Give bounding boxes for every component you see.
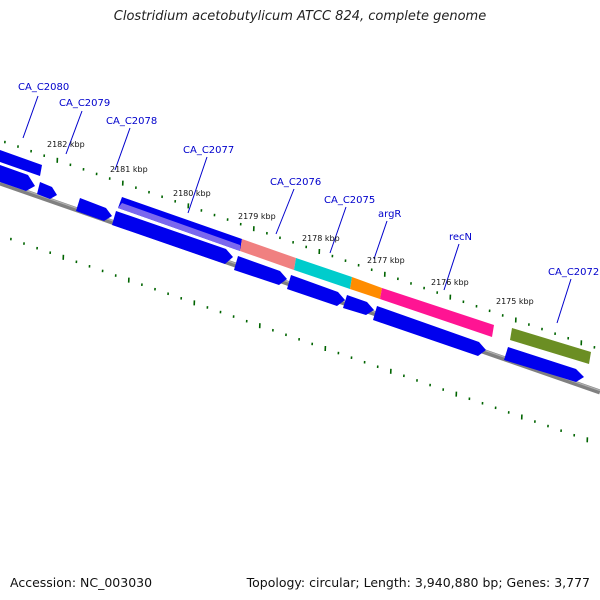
tick-label-2181: 2181 kbp: [110, 165, 148, 174]
gene-label-argR[interactable]: argR: [378, 209, 401, 220]
feature-CA_C2080[interactable]: [0, 150, 42, 176]
feature-argR[interactable]: [350, 277, 382, 299]
genome-summary-text: Topology: circular; Length: 3,940,880 bp…: [246, 575, 590, 590]
gene-label-CA_C2076[interactable]: CA_C2076: [270, 177, 321, 188]
gene-label-CA_C2079[interactable]: CA_C2079: [59, 98, 110, 109]
cds-arrow-6[interactable]: [287, 275, 345, 306]
feature-strand: [0, 150, 591, 364]
cds-arrow-7[interactable]: [343, 295, 374, 315]
tick-label-2180: 2180 kbp: [173, 189, 211, 198]
label-leaders: [22, 95, 572, 324]
tick-row-top: [4, 140, 596, 349]
cds-arrow-5[interactable]: [234, 256, 287, 285]
feature-CA_C2075[interactable]: [294, 258, 352, 289]
gene-label-recN[interactable]: recN: [449, 232, 472, 243]
tick-label-2178: 2178 kbp: [302, 234, 340, 243]
tick-label-2176: 2176 kbp: [431, 278, 469, 287]
accession-text: Accession: NC_003030: [10, 575, 153, 590]
tick-label-2179: 2179 kbp: [238, 212, 276, 221]
cds-strand: [0, 165, 584, 382]
feature-CA_C2072[interactable]: [510, 328, 591, 364]
gene-label-CA_C2077[interactable]: CA_C2077: [183, 145, 234, 156]
map-title: Clostridium acetobutylicum ATCC 824, com…: [113, 9, 487, 24]
cds-arrow-2[interactable]: [37, 182, 57, 199]
gene-label-CA_C2072[interactable]: CA_C2072: [548, 267, 599, 278]
cds-arrow-9[interactable]: [504, 347, 584, 382]
gene-label-CA_C2075[interactable]: CA_C2075: [324, 195, 375, 206]
cds-arrow-3[interactable]: [76, 198, 112, 221]
cds-arrow-1[interactable]: [0, 165, 35, 191]
cds-arrow-4[interactable]: [112, 211, 233, 264]
tick-label-2182: 2182 kbp: [47, 140, 85, 149]
feature-recN[interactable]: [380, 288, 494, 337]
feature-CA_C2078-inner: [118, 203, 240, 251]
cds-arrow-8[interactable]: [373, 306, 486, 356]
gene-label-CA_C2078[interactable]: CA_C2078: [106, 116, 157, 127]
tick-label-2177: 2177 kbp: [367, 256, 405, 265]
gene-label-CA_C2080[interactable]: CA_C2080: [18, 82, 69, 93]
tick-row-bottom: [10, 237, 589, 443]
feature-CA_C2076[interactable]: [240, 239, 296, 270]
tick-label-2175: 2175 kbp: [496, 297, 534, 306]
